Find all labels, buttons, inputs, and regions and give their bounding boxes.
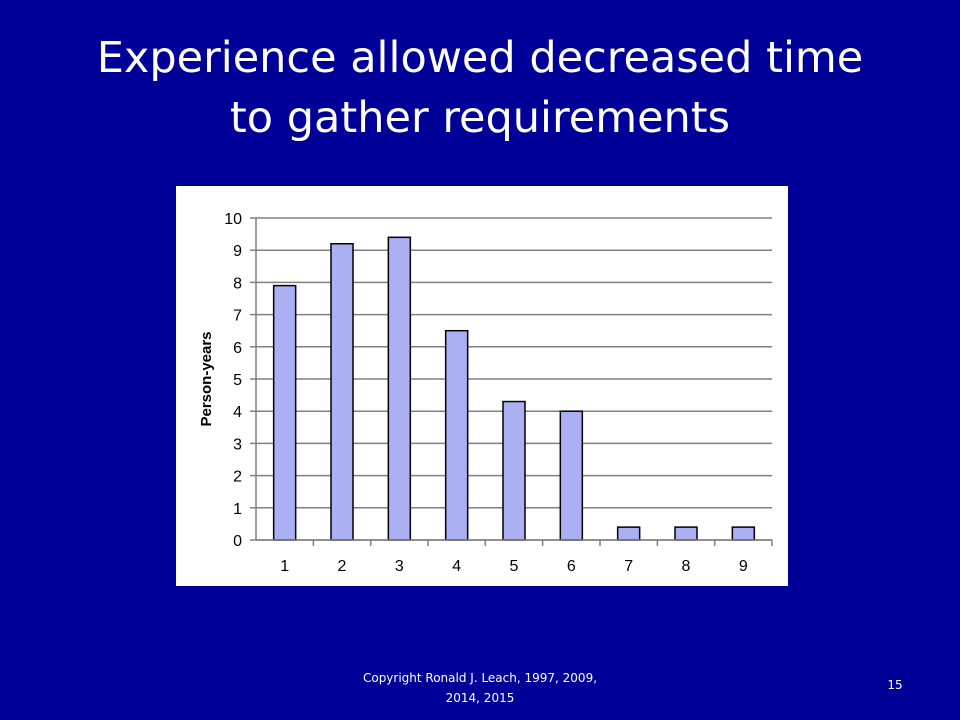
y-tick-label: 0: [233, 533, 242, 550]
bar-2: [330, 243, 354, 541]
title-line-1: Experience allowed decreased time: [96, 33, 864, 83]
x-tick-label: 2: [338, 558, 347, 575]
copyright-footer: Copyright Ronald J. Leach, 1997, 2009, 2…: [330, 668, 630, 708]
bar-8: [674, 526, 698, 541]
bar-chart: 0 1 2 3 4 5 6 7 8 9 10 1 2 3 4 5 6 7 8 9 Person-years: [198, 211, 773, 575]
y-tick-label: 9: [233, 243, 242, 260]
y-tick-label: 10: [224, 211, 242, 228]
copyright-line-1: Copyright Ronald J. Leach, 1997, 2009,: [362, 671, 598, 685]
x-tick-label: 1: [280, 558, 289, 575]
y-tick-label: 5: [233, 372, 242, 389]
x-tick-label: 5: [510, 558, 519, 575]
chart-panel: 0 1 2 3 4 5 6 7 8 9 10 1 2 3 4 5 6 7 8 9 Person-years: [176, 186, 788, 586]
bar-7: [616, 526, 641, 541]
bar-4: [444, 329, 469, 541]
slide-number: 15: [887, 678, 903, 692]
y-tick-label: 8: [233, 275, 242, 292]
y-tick-label: 4: [233, 404, 242, 421]
bar-3: [387, 236, 412, 541]
x-tick-label: 9: [739, 558, 748, 575]
slide-title: Experience allowed decreased time to gat…: [0, 28, 960, 148]
title-line-2: to gather requirements: [229, 93, 731, 143]
y-tick-label: 7: [233, 308, 242, 325]
y-tick-label: 6: [233, 340, 242, 357]
x-tick-label: 3: [395, 558, 404, 575]
bar-9: [731, 526, 756, 541]
bar-5: [502, 400, 526, 541]
y-tick-label: 2: [233, 469, 242, 486]
x-tick-label: 7: [624, 558, 633, 575]
y-tick-label: 3: [233, 436, 242, 453]
bar-6: [559, 410, 584, 541]
bar-1: [272, 284, 297, 541]
x-tick-label: 8: [682, 558, 691, 575]
y-axis-title: Person-years: [198, 331, 215, 426]
x-tick-label: 6: [567, 558, 576, 575]
x-tick-label: 4: [452, 558, 461, 575]
y-tick-label: 1: [233, 501, 242, 518]
copyright-line-2: 2014, 2015: [445, 691, 515, 705]
